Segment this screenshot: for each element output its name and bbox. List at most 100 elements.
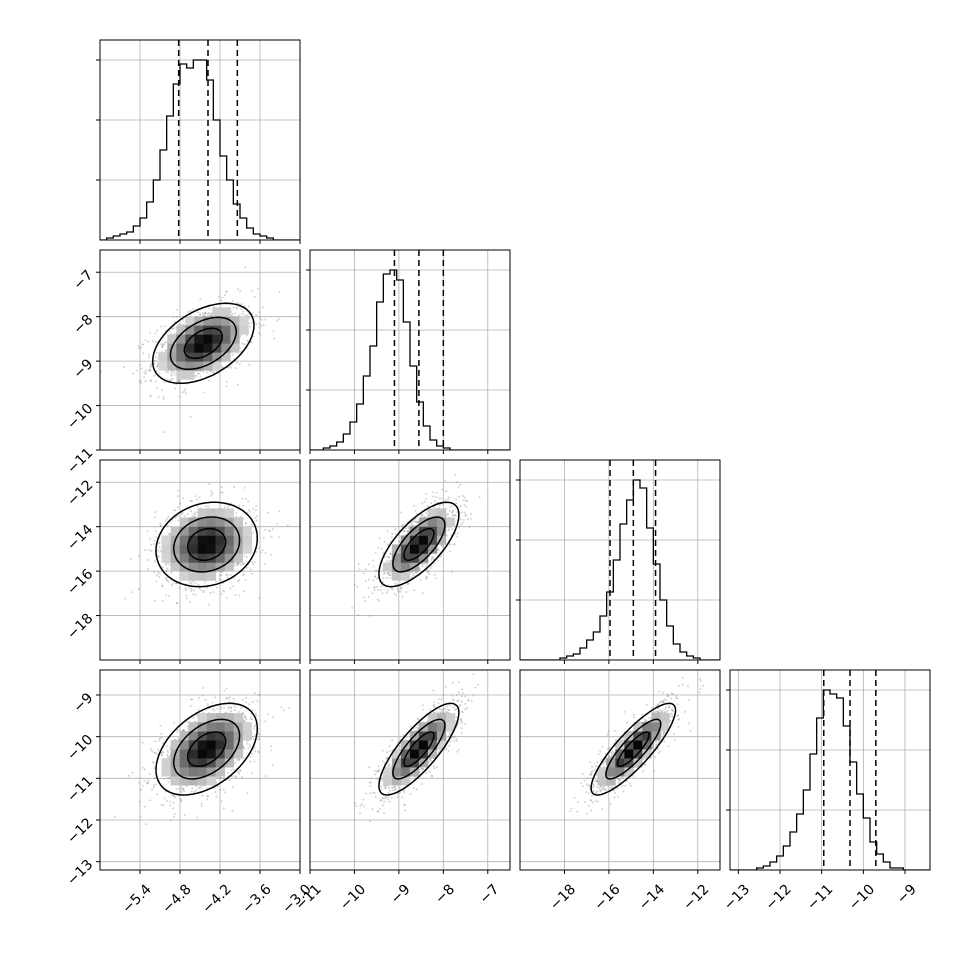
scatter-point bbox=[245, 718, 248, 721]
scatter-point bbox=[144, 380, 147, 383]
scatter-point bbox=[228, 695, 231, 698]
scatter-point bbox=[206, 586, 209, 589]
scatter-point bbox=[185, 720, 188, 723]
scatter-point bbox=[176, 315, 179, 318]
scatter-point bbox=[389, 577, 392, 580]
scatter-point bbox=[490, 457, 492, 459]
density-cell bbox=[197, 535, 207, 545]
density-cell bbox=[179, 740, 189, 750]
scatter-point bbox=[430, 559, 433, 562]
scatter-point bbox=[199, 375, 202, 378]
scatter-point bbox=[243, 573, 246, 576]
scatter-point bbox=[177, 323, 180, 326]
scatter-point bbox=[220, 800, 223, 803]
scatter-point bbox=[401, 523, 404, 526]
density-cell bbox=[215, 731, 225, 741]
scatter-point bbox=[198, 313, 201, 316]
scatter-point bbox=[460, 688, 463, 691]
density-cell bbox=[176, 334, 186, 344]
scatter-point bbox=[251, 507, 254, 510]
scatter-point bbox=[253, 560, 256, 563]
scatter-point bbox=[458, 525, 461, 528]
density-cell bbox=[224, 535, 234, 545]
density-cell bbox=[161, 553, 171, 563]
scatter-point bbox=[449, 505, 452, 508]
scatter-point bbox=[392, 786, 395, 789]
scatter-point bbox=[353, 583, 356, 586]
scatter-point bbox=[261, 549, 264, 552]
scatter-point bbox=[168, 777, 171, 780]
scatter-point bbox=[469, 512, 472, 515]
scatter-point bbox=[398, 540, 401, 543]
scatter-point bbox=[254, 750, 257, 753]
scatter-point bbox=[162, 751, 165, 754]
scatter-point bbox=[426, 570, 429, 573]
scatter-point bbox=[197, 372, 200, 375]
scatter-point bbox=[212, 590, 215, 593]
density-cell bbox=[203, 325, 213, 335]
scatter-point bbox=[438, 711, 441, 714]
scatter-point bbox=[387, 543, 390, 546]
scatter-point bbox=[452, 543, 455, 546]
scatter-point bbox=[179, 800, 182, 803]
scatter-point bbox=[184, 587, 187, 590]
scatter-point bbox=[465, 499, 468, 502]
scatter-point bbox=[223, 689, 226, 692]
density-cell bbox=[224, 740, 234, 750]
scatter-point bbox=[166, 751, 169, 754]
scatter-point bbox=[414, 571, 417, 574]
scatter-point bbox=[218, 578, 221, 581]
scatter-point bbox=[243, 554, 246, 557]
scatter-point bbox=[195, 784, 198, 787]
density-cell bbox=[176, 352, 186, 362]
scatter-point bbox=[243, 720, 246, 723]
density-cell bbox=[197, 526, 207, 536]
density-cell bbox=[188, 535, 198, 545]
scatter-point bbox=[251, 290, 254, 293]
scatter-point bbox=[406, 582, 409, 585]
scatter-point bbox=[171, 377, 174, 380]
scatter-point bbox=[241, 698, 244, 701]
scatter-point bbox=[167, 580, 170, 583]
scatter-point bbox=[169, 804, 172, 807]
scatter-point bbox=[158, 575, 161, 578]
density-cell bbox=[215, 535, 225, 545]
scatter-point bbox=[160, 325, 163, 328]
density-cell bbox=[158, 352, 168, 362]
scatter-point bbox=[175, 601, 178, 604]
scatter-point bbox=[248, 743, 251, 746]
density-panel-3-0 bbox=[100, 670, 300, 870]
density-cell bbox=[185, 316, 195, 326]
scatter-point bbox=[243, 720, 246, 723]
scatter-point bbox=[157, 571, 160, 574]
scatter-point bbox=[165, 517, 168, 520]
histogram-step-line bbox=[520, 479, 720, 660]
density-cell bbox=[233, 713, 243, 723]
scatter-point bbox=[162, 395, 165, 398]
scatter-point bbox=[154, 380, 157, 383]
scatter-point bbox=[245, 556, 248, 559]
scatter-point bbox=[212, 371, 215, 374]
scatter-point bbox=[202, 686, 205, 689]
density-cell bbox=[206, 508, 216, 518]
scatter-point bbox=[382, 572, 385, 575]
density-cell bbox=[170, 562, 180, 572]
scatter-point bbox=[222, 788, 225, 791]
scatter-point bbox=[172, 316, 175, 319]
scatter-point bbox=[210, 490, 213, 493]
scatter-point bbox=[201, 312, 204, 315]
scatter-point bbox=[425, 493, 428, 496]
scatter-point bbox=[202, 391, 205, 394]
density-cell bbox=[158, 361, 168, 371]
scatter-point bbox=[219, 574, 222, 577]
scatter-point bbox=[245, 334, 248, 337]
scatter-point bbox=[380, 588, 383, 591]
scatter-point bbox=[124, 597, 127, 600]
density-cell bbox=[224, 553, 234, 563]
density-cell bbox=[206, 749, 216, 759]
scatter-point bbox=[396, 741, 399, 744]
scatter-point bbox=[152, 784, 155, 787]
density-cell bbox=[206, 517, 216, 527]
density-cell bbox=[197, 740, 207, 750]
scatter-point bbox=[147, 369, 150, 372]
